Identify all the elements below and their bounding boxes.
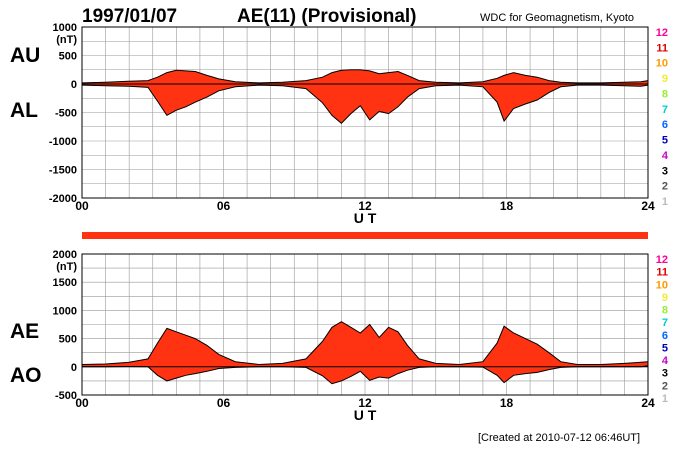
y-tick-label: -1000 [49, 136, 77, 148]
station-count-label: 4 [662, 150, 669, 162]
station-count-label: 7 [662, 104, 668, 116]
station-count-label: 12 [656, 254, 668, 266]
station-count-label: 9 [662, 73, 668, 85]
station-count-label: 2 [662, 380, 668, 392]
x-tick-label: 12 [358, 396, 372, 410]
panel-label-al: AL [10, 99, 38, 122]
x-tick-label: 18 [500, 199, 514, 213]
index-envelope-area [82, 69, 648, 124]
station-count-label: 1 [662, 393, 668, 405]
station-count-label: 10 [656, 58, 668, 70]
y-tick-label: 1500 [53, 277, 77, 289]
x-tick-label: 18 [500, 396, 514, 410]
station-count-label: 8 [662, 305, 668, 317]
station-count-label: 9 [662, 292, 668, 304]
station-count-label: 4 [662, 355, 669, 367]
station-count-label: 5 [662, 342, 668, 354]
station-count-label: 8 [662, 88, 668, 100]
station-count-label: 3 [662, 165, 668, 177]
plot-frame [81, 253, 649, 396]
station-count-label: 11 [656, 42, 668, 54]
x-tick-label: 00 [75, 199, 89, 213]
panel-label-ae: AE [10, 320, 39, 343]
station-count-label: 11 [656, 267, 668, 279]
station-count-label: 3 [662, 368, 668, 380]
created-timestamp: [Created at 2010-07-12 06:46UT] [478, 432, 640, 444]
y-tick-label: 1000 [53, 305, 77, 317]
station-count-label: 5 [662, 135, 668, 147]
x-axis-label: U T [354, 407, 377, 423]
index-envelope-area [82, 321, 648, 384]
date-title: 1997/01/07 [82, 6, 177, 27]
panel-label-ao: AO [10, 364, 42, 387]
plot-frame [81, 26, 649, 199]
y-tick-label: 500 [59, 51, 77, 63]
x-tick-label: 06 [217, 199, 231, 213]
station-count-label: 7 [662, 317, 668, 329]
y-unit-label: (nT) [56, 34, 77, 46]
x-tick-label: 00 [75, 396, 89, 410]
data-coverage-bar [82, 232, 648, 239]
y-tick-label: 0 [71, 362, 77, 374]
x-tick-label: 24 [641, 199, 655, 213]
series-line-ae [81, 321, 649, 366]
station-count-legend-top: 12 11 10 9 8 7 6 5 4 3 2 1 [656, 27, 669, 208]
series-line-ao [82, 365, 649, 385]
au-al-panel: 1000 500 0 -500 -1000 -1500 -2000 (nT) 00 06 12 18 2… [10, 22, 655, 226]
panel-label-au: AU [10, 44, 40, 67]
y-tick-label: 2000 [53, 249, 77, 261]
station-count-label: 6 [662, 330, 668, 342]
y-tick-label: -1500 [49, 165, 77, 177]
station-count-label: 2 [662, 181, 668, 193]
y-tick-label: -500 [55, 390, 77, 402]
x-tick-label: 24 [641, 396, 655, 410]
y-unit-label: (nT) [56, 261, 77, 273]
station-count-label: 1 [662, 196, 668, 208]
station-count-label: 10 [656, 279, 668, 291]
ae-ao-panel: 2000 1500 1000 500 0 -500 (nT) 00 06 12 18 24 U T AE A… [10, 249, 655, 423]
y-tick-label: 500 [59, 334, 77, 346]
x-tick-label: 12 [358, 199, 372, 213]
series-line-al [81, 84, 649, 124]
x-axis-label: U T [354, 210, 377, 226]
series-line-au [81, 69, 649, 84]
y-tick-label: 1000 [53, 22, 77, 34]
station-count-label: 12 [656, 27, 668, 39]
source-label: WDC for Geomagnetism, Kyoto [480, 12, 634, 24]
index-title: AE(11) (Provisional) [237, 6, 417, 27]
y-tick-label: -500 [55, 108, 77, 120]
station-count-label: 6 [662, 119, 668, 131]
y-tick-label: -2000 [49, 193, 77, 205]
y-tick-label: 0 [71, 79, 77, 91]
x-tick-label: 06 [217, 396, 231, 410]
